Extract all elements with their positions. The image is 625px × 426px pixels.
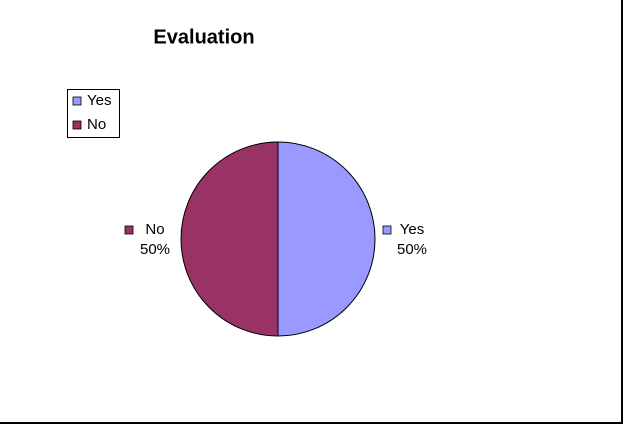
data-label-value: 50% <box>140 241 170 258</box>
chart-title: Evaluation <box>153 26 254 48</box>
data-label-name: Yes <box>400 221 424 238</box>
legend-label: No <box>87 116 106 133</box>
legend-swatch <box>72 96 82 106</box>
legend-label: Yes <box>87 92 111 109</box>
label-marker <box>382 225 392 235</box>
data-label-value: 50% <box>397 241 427 258</box>
pie-slice <box>277 141 376 337</box>
data-label-name: No <box>145 221 164 238</box>
legend-swatch <box>72 120 82 130</box>
pie-slice <box>180 141 279 337</box>
label-marker <box>124 225 134 235</box>
